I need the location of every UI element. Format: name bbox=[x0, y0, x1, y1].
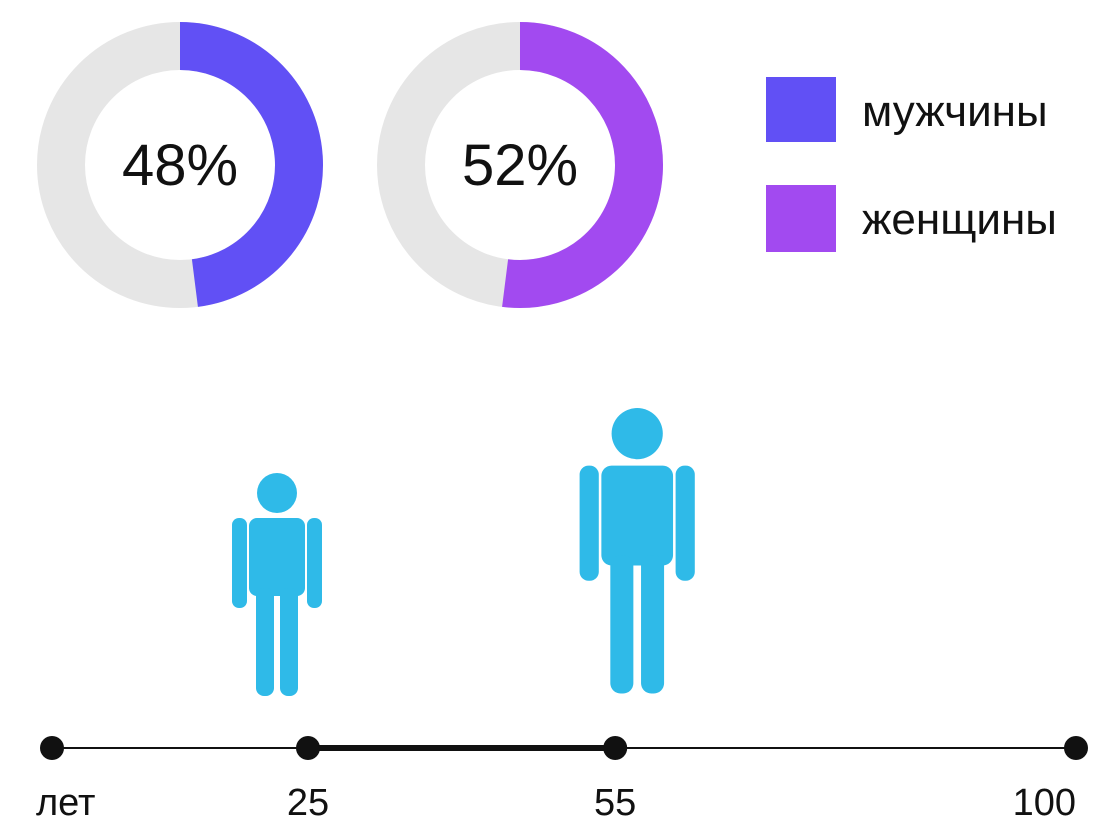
tick-label-unit: лет bbox=[36, 782, 95, 822]
legend-label-men: мужчины bbox=[862, 87, 1048, 136]
person-25-icon bbox=[232, 473, 322, 696]
timeline-dot-0 bbox=[40, 736, 64, 760]
tick-label-55: 55 bbox=[594, 782, 636, 822]
legend-swatch-women bbox=[766, 185, 836, 252]
donut-women: 52% bbox=[377, 22, 663, 308]
legend: мужчины женщины bbox=[766, 77, 1057, 252]
person-55-icon bbox=[579, 408, 695, 694]
tick-label-25: 25 bbox=[287, 782, 329, 822]
age-timeline: лет 25 55 100 bbox=[36, 736, 1088, 822]
timeline-dot-100 bbox=[1064, 736, 1088, 760]
donut-women-slice bbox=[502, 22, 663, 308]
legend-label-women: женщины bbox=[862, 195, 1057, 244]
tick-label-100: 100 bbox=[1013, 782, 1076, 822]
donut-women-percent-label: 52% bbox=[462, 133, 578, 198]
timeline-dot-25 bbox=[296, 736, 320, 760]
donut-men-percent-label: 48% bbox=[122, 133, 238, 198]
donut-men-slice bbox=[179, 22, 323, 307]
donut-men: 48% bbox=[37, 22, 323, 308]
timeline-dot-55 bbox=[603, 736, 628, 760]
legend-swatch-men bbox=[766, 77, 836, 142]
